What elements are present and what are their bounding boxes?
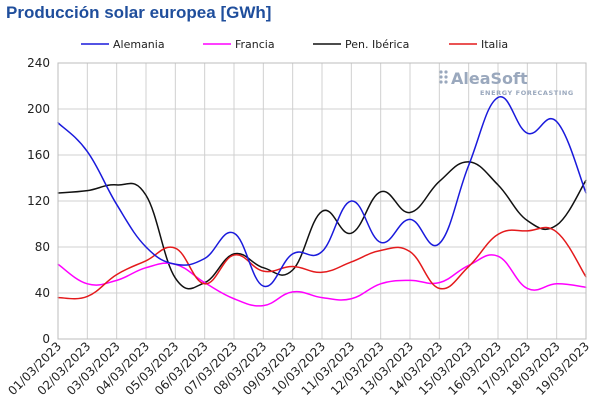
y-tick-label: 240 (27, 56, 50, 70)
y-tick-label: 80 (35, 240, 50, 254)
legend-label-francia: Francia (235, 38, 275, 51)
axes: 0408012016020024001/03/202302/03/202303/… (5, 56, 592, 398)
series-lines (57, 96, 587, 307)
series-line-francia (57, 254, 587, 307)
logo-tagline: ENERGY FORECASTING (480, 89, 574, 97)
y-tick-label: 160 (27, 148, 50, 162)
y-tick-label: 0 (42, 332, 50, 346)
y-tick-label: 200 (27, 102, 50, 116)
y-tick-label: 40 (35, 286, 50, 300)
logo-text: AleaSoft (451, 69, 528, 88)
legend-label-pen-ib-rica: Pen. Ibérica (345, 38, 409, 51)
legend: Alemania Francia Pen. Ibérica Italia (81, 38, 508, 51)
y-tick-label: 120 (27, 194, 50, 208)
grid (57, 62, 587, 340)
series-line-italia (57, 226, 587, 300)
plot-frame (57, 62, 587, 340)
chart-title: Producción solar europea [GWh] (6, 3, 272, 22)
series-line-pen-ib-rica (57, 161, 587, 290)
legend-label-alemania: Alemania (113, 38, 165, 51)
aleasoft-logo: AleaSoft ENERGY FORECASTING (439, 69, 573, 97)
grid-dots-logo-icon (439, 70, 448, 84)
legend-label-italia: Italia (481, 38, 508, 51)
series-line-alemania (57, 96, 587, 287)
